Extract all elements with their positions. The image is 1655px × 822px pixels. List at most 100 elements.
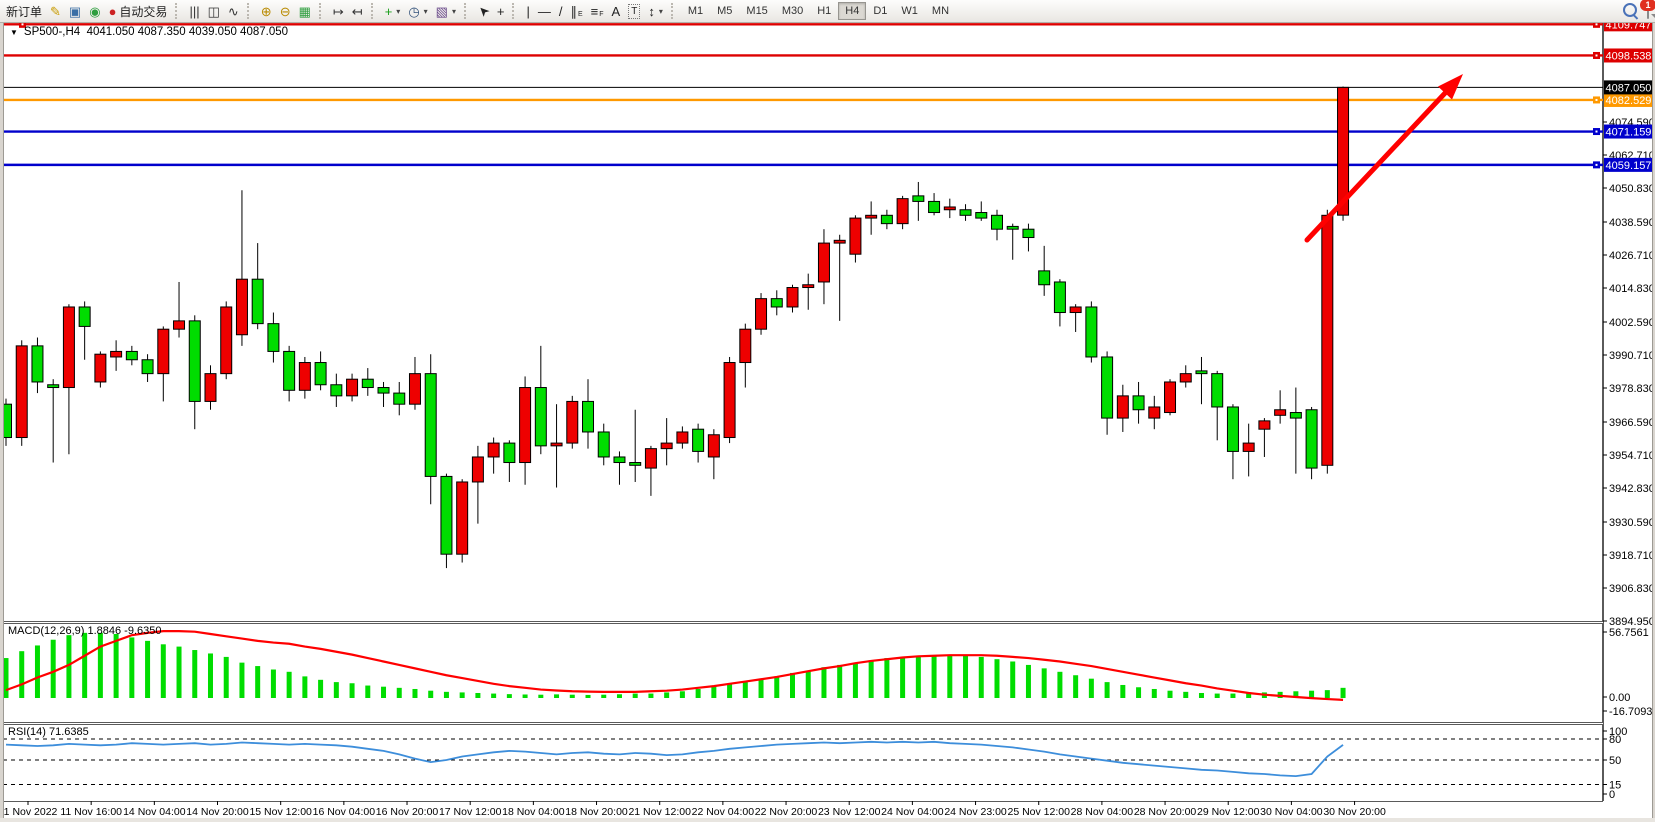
bar-chart-button[interactable]: ||| [185, 1, 203, 21]
text-label-button[interactable]: T [624, 1, 644, 21]
trendline-button[interactable]: / [555, 1, 567, 21]
signals-button[interactable]: ◉ [85, 1, 104, 21]
level-price-badge: 4071.159 [1606, 127, 1652, 139]
arrow-shaft [1304, 88, 1450, 243]
level-handle-dot [1595, 163, 1598, 166]
price-axis[interactable]: 4074.5904062.7104050.8304038.5904026.710… [1603, 17, 1655, 801]
candle-body [62, 306, 75, 389]
macd-histogram-bar [286, 671, 292, 698]
macd-histogram-bar [805, 670, 811, 698]
zoom-out-button[interactable]: ⊖ [276, 1, 295, 21]
text-button[interactable]: A [608, 1, 625, 21]
candle-body [534, 387, 547, 447]
timeframe-d1-button[interactable]: D1 [866, 2, 894, 20]
price-tick-label: 3930.590 [1609, 517, 1655, 529]
line-chart-button[interactable]: ∿ [224, 1, 243, 21]
indicators-dropdown-caret[interactable]: ▾ [396, 6, 401, 16]
macd-histogram-bar [176, 646, 182, 698]
text-label-icon: T [628, 3, 641, 19]
tile-windows-button[interactable]: ▦ [295, 1, 315, 21]
timeframe-m5-button[interactable]: M5 [710, 2, 739, 20]
periods-dropdown-caret[interactable]: ▾ [423, 6, 428, 16]
chart-symbol-period: SP500-,H4 [23, 26, 81, 38]
macd-histogram-bar [113, 633, 119, 698]
templates-button[interactable]: ▧ ▾ [432, 1, 460, 21]
macd-histogram-bar [207, 653, 213, 698]
price-tick-label: 4002.590 [1609, 317, 1655, 329]
time-axis[interactable]: 11 Nov 2022 11 Nov 16:00 14 Nov 04:00 14 No… [0, 801, 1386, 818]
candle-body [314, 362, 327, 386]
rsi-pane-frame [3, 724, 1603, 802]
candlesticks [0, 86, 1350, 569]
rsi-line [5, 740, 1344, 778]
indicators-button[interactable]: + ▾ [381, 1, 405, 21]
timeframe-h4-button[interactable]: H4 [838, 2, 867, 20]
candle-body [408, 373, 421, 405]
crosshair-button[interactable]: + [493, 1, 509, 21]
rsi-pane [3, 738, 1603, 785]
candle-body [550, 442, 563, 447]
macd-histogram-bar [1041, 668, 1047, 698]
toolbar: 新订单 ✎ ▣ ◉ ● 自动交易 ||| ◫ ∿ ⊕ ⊖ ▦ ↦ ↤ + ▾ ◷ ▾ ▧ ▾ ➤ + | — / ∥ E ≡ F A T ↕ ▾… [0, 0, 1655, 23]
time-tick-label: 23 Nov 12:00 [818, 806, 881, 818]
macd-histogram-bar [522, 694, 528, 698]
channel-button[interactable]: ∥ E [567, 1, 587, 21]
arrow-annotation[interactable] [1304, 74, 1463, 243]
candle-body [157, 328, 170, 375]
candlestick-chart-button[interactable]: ◫ [204, 1, 224, 21]
timeframe-mn-button[interactable]: MN [925, 2, 956, 20]
arrows-button[interactable]: ↕ ▾ [644, 1, 667, 21]
cursor-button[interactable]: ➤ [474, 1, 493, 21]
macd-histogram-bar [1183, 691, 1189, 698]
search-button[interactable] [1623, 2, 1637, 20]
vertical-line-button[interactable]: | [522, 1, 533, 21]
candle-body [173, 320, 186, 330]
timeframe-m1-button[interactable]: M1 [681, 2, 710, 20]
tile-windows-icon: ▦ [298, 3, 311, 19]
macd-histogram-bar [19, 651, 25, 698]
macd-histogram-bar [1324, 690, 1330, 698]
candle-body [833, 239, 846, 244]
timeframe-m15-button[interactable]: M15 [739, 2, 774, 20]
new-order-button[interactable]: 新订单 [2, 1, 46, 21]
autotrading-button[interactable]: ● 自动交易 [105, 1, 172, 21]
macd-histogram-bar [1309, 690, 1315, 698]
arrows-dropdown-caret[interactable]: ▾ [658, 6, 663, 16]
window-right-border [1652, 22, 1655, 822]
zoom-in-button[interactable]: ⊕ [257, 1, 276, 21]
candle-body [141, 359, 154, 375]
horizontal-line-button[interactable]: — [534, 1, 555, 21]
auto-scroll-button[interactable]: ↦ [329, 1, 348, 21]
periods-icon: ◷ [408, 3, 420, 19]
bid-price-badge-bg [1604, 80, 1653, 95]
macd-histogram-bar [852, 662, 858, 698]
fibonacci-button[interactable]: ≡ F [587, 1, 608, 21]
candle-body [786, 287, 799, 308]
notifications-button[interactable]: 1 [1640, 0, 1655, 19]
macd-histogram-bar [1120, 684, 1126, 698]
level-price-badge: 4082.529 [1606, 95, 1652, 107]
terminal-button[interactable]: ▣ [65, 1, 85, 21]
chart-shift-button[interactable]: ↤ [348, 1, 367, 21]
styler-button[interactable]: ✎ [46, 1, 65, 21]
candle-body [1164, 381, 1177, 414]
macd-histogram-bar [1340, 687, 1346, 698]
timeframe-m30-button[interactable]: M30 [775, 2, 810, 20]
timeframe-w1-button[interactable]: W1 [894, 2, 925, 20]
indicators-icon: + [384, 3, 393, 19]
price-tick-label: 3966.590 [1609, 417, 1655, 429]
periods-button[interactable]: ◷ ▾ [404, 1, 431, 21]
candle-body [1305, 409, 1318, 469]
time-tick-label: 29 Nov 12:00 [1197, 806, 1260, 818]
chart-title[interactable]: ▼ SP500-,H4 4041.050 4087.350 4039.050 40… [10, 26, 288, 38]
time-tick-label: 30 Nov 20:00 [1323, 806, 1386, 818]
time-tick-label: 18 Nov 20:00 [565, 806, 628, 818]
macd-histogram-bar [1293, 691, 1299, 698]
candle-body [644, 448, 657, 469]
templates-dropdown-caret[interactable]: ▾ [451, 6, 456, 16]
macd-histogram-bar [365, 685, 371, 698]
timeframe-h1-button[interactable]: H1 [810, 2, 838, 20]
macd-histogram-bar [884, 658, 890, 698]
